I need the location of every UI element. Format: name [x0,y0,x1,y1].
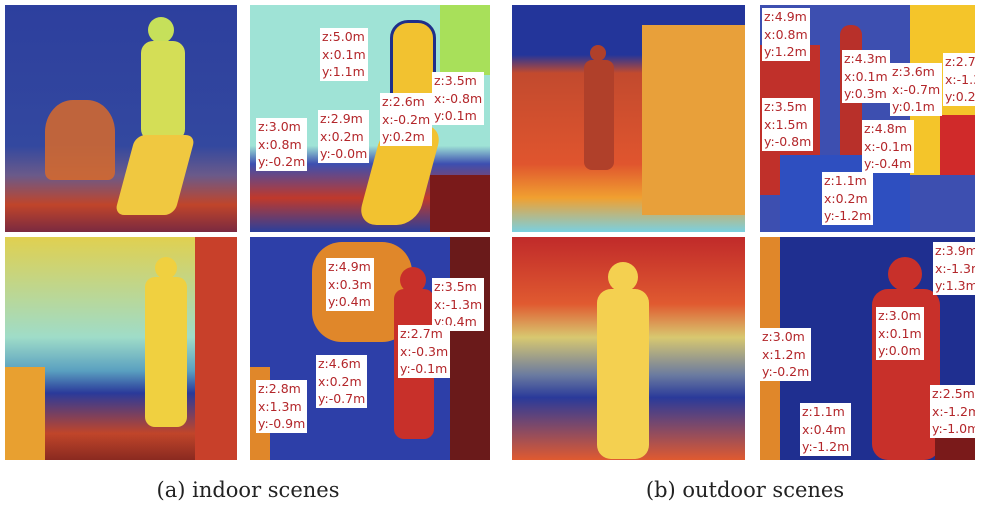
label-line: z:3.9m [935,242,975,260]
caption: (b) outdoor scenes [545,478,945,502]
label-line: x:0.1m [878,325,922,343]
label-line: x:1.2m [762,346,809,364]
label-line: y:-0.2m [762,363,809,381]
label-line: z:1.1m [824,172,871,190]
label-line: y:-0.2m [258,153,305,171]
label-line: y:0.1m [434,107,482,125]
figure: z:5.0mx:0.1my:1.1mz:3.5mx:-0.8my:0.1mz:2… [0,0,981,514]
label-line: x:0.8m [258,136,305,154]
label-line: z:2.6m [382,93,430,111]
label-line: x:-0.7m [892,81,940,99]
label-line: x:0.8m [764,26,808,44]
label-line: x:-0.1m [864,138,912,156]
position-label: z:3.9mx:-1.3my:1.3m [933,242,975,295]
label-line: y:0.0m [878,342,922,360]
label-line: y:-0.4m [864,155,912,173]
label-line: x:0.1m [322,46,366,64]
label-line: y:-0.8m [764,133,811,151]
label-line: z:4.9m [764,8,808,26]
label-line: z:2.5m [932,385,975,403]
label-line: y:-1.2m [802,438,849,456]
label-line: x:-1.3 [945,71,975,89]
label-line: x:0.2m [824,190,871,208]
label-line: y:-0.7m [318,390,365,408]
label-line: z:4.6m [318,355,365,373]
label-line: y:1.3m [935,277,975,295]
label-line: z:4.3m [844,50,888,68]
label-line: x:0.4m [802,421,849,439]
label-line: z:3.5m [764,98,811,116]
label-line: x:1.3m [258,398,305,416]
label-line: y:-1.0m [932,420,975,438]
label-line: y:1.1m [322,63,366,81]
label-line: x:-1.2m [932,403,975,421]
label-line: x:-1.3m [434,296,482,314]
label-line: x:0.2m [318,373,365,391]
label-line: y:0.3m [844,85,888,103]
label-line: y:0.4m [328,293,372,311]
label-line: z:1.1m [802,403,849,421]
label-line: z:3.5m [434,278,482,296]
position-label: z:2.7mx:-1.3y:0.2m [943,53,975,106]
depth-image [512,5,745,232]
label-line: z:2.8m [258,380,305,398]
depth-image [5,5,237,232]
label-line: x:0.3m [328,276,372,294]
label-line: z:2.7m [400,325,448,343]
segmented-image: z:3.9mx:-1.3my:1.3mz:3.0mx:0.1my:0.0mz:3… [760,237,975,460]
label-line: z:2.9m [320,110,367,128]
label-line: y:-1.2m [824,207,871,225]
label-line: z:4.8m [864,120,912,138]
label-line: y:-0.1m [400,360,448,378]
label-line: z:3.0m [258,118,305,136]
label-line: x:-1.3m [935,260,975,278]
label-line: y:1.2m [764,43,808,61]
label-line: z:3.0m [762,328,809,346]
label-line: y:-0.0m [320,145,367,163]
label-line: z:4.9m [328,258,372,276]
label-line: y:0.2m [945,88,975,106]
label-line: y:0.2m [382,128,430,146]
depth-image [5,237,237,460]
label-line: y:-0.9m [258,415,305,433]
label-line: x:-0.8m [434,90,482,108]
label-line: x:0.1m [844,68,888,86]
label-line: z:3.0m [878,307,922,325]
label-line: z:3.5m [434,72,482,90]
label-line: y:0.1m [892,98,940,116]
depth-image [512,237,745,460]
label-line: x:-0.3m [400,343,448,361]
label-line: x:0.2m [320,128,367,146]
label-line: x:-0.2m [382,111,430,129]
label-line: x:1.5m [764,116,811,134]
label-line: z:2.7m [945,53,975,71]
label-line: z:5.0m [322,28,366,46]
label-line: z:3.6m [892,63,940,81]
caption: (a) indoor scenes [48,478,448,502]
